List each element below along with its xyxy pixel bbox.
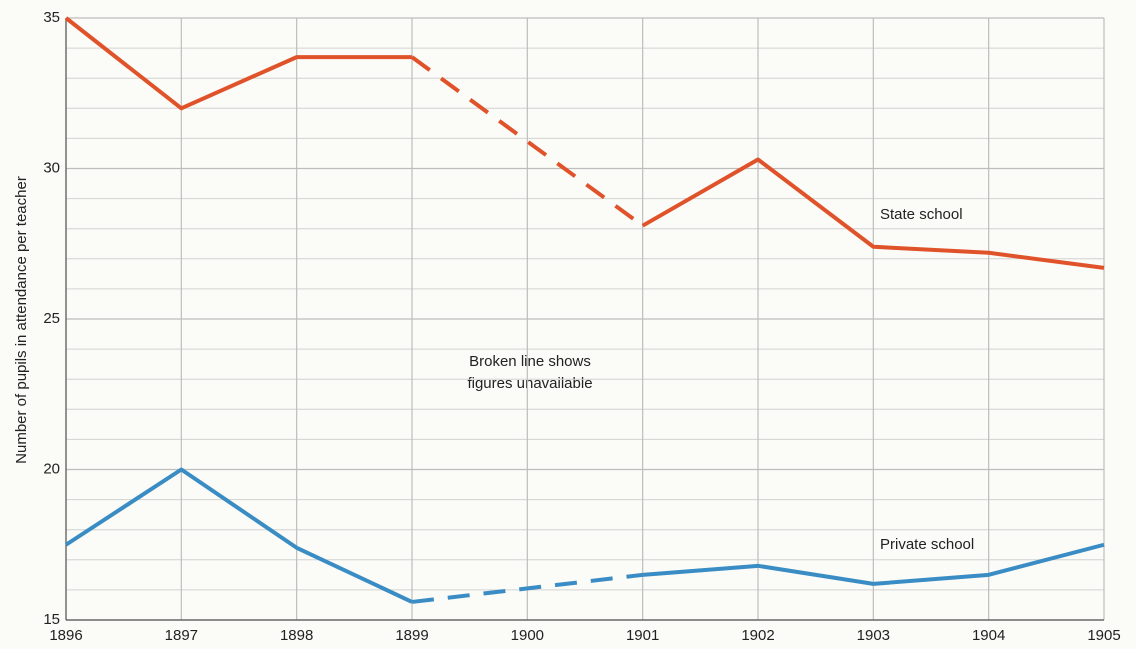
x-tick-label: 1897 [165,627,198,644]
line [641,157,1105,270]
y-tick-label: 35 [43,9,60,26]
line [64,467,413,604]
series-label: Private school [880,536,974,553]
x-tick-label: 1904 [972,627,1005,644]
x-tick-label: 1900 [511,627,544,644]
x-tick-label: 1902 [741,627,774,644]
x-tick-label: 1903 [857,627,890,644]
x-tick-label: 1905 [1087,627,1120,644]
y-tick-label: 20 [43,460,60,477]
x-tick-label: 1899 [395,627,428,644]
y-tick-label: 15 [43,611,60,628]
line [64,16,412,111]
y-axis-label: Number of pupils in attendance per teach… [13,176,30,464]
line [642,542,1105,586]
dashed-connector [410,55,644,228]
x-tick-label: 1896 [49,627,82,644]
y-tick-label: 30 [43,159,60,176]
y-tick-label: 25 [43,310,60,327]
annotation: figures unavailable [467,375,592,392]
dashed-connector [411,572,643,604]
x-tick-label: 1901 [626,627,659,644]
series-label: State school [880,206,963,223]
x-tick-label: 1898 [280,627,313,644]
annotation: Broken line shows [469,353,591,370]
